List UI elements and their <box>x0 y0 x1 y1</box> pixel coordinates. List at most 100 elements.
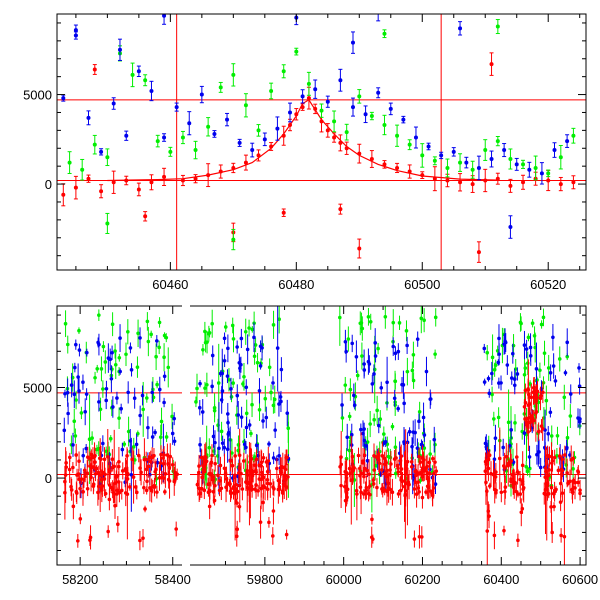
bottom-data-point <box>252 354 257 359</box>
bottom-data-point <box>433 352 437 356</box>
bottom-data-point <box>414 492 419 496</box>
bottom-data-point <box>222 336 227 341</box>
bottom-data-point <box>285 411 290 415</box>
bottom-data-point <box>417 409 422 414</box>
bottom-x-tick-label: 60600 <box>562 572 598 587</box>
bottom-data-point <box>150 390 155 395</box>
bottom-data-point <box>239 415 244 419</box>
bottom-data-point <box>202 467 206 471</box>
bottom-data-point <box>359 490 363 495</box>
bottom-data-point <box>514 455 519 459</box>
bottom-data-point <box>505 363 510 367</box>
bottom-data-point <box>342 484 347 489</box>
bottom-data-point <box>565 435 570 440</box>
bottom-data-point <box>371 537 375 541</box>
bottom-data-point <box>247 487 252 491</box>
top-x-tick-label: 60480 <box>278 277 314 292</box>
top-data-point <box>250 148 255 153</box>
bottom-data-point <box>245 473 250 477</box>
bottom-data-point <box>158 435 163 439</box>
bottom-data-point <box>499 490 504 495</box>
bottom-data-point <box>364 488 369 493</box>
bottom-data-point <box>159 452 163 457</box>
bottom-data-point <box>81 453 86 458</box>
top-data-point <box>294 112 299 117</box>
bottom-data-point <box>203 340 208 345</box>
bottom-data-point <box>350 341 355 346</box>
bottom-data-point <box>484 480 488 485</box>
bottom-data-point <box>535 389 540 394</box>
bottom-data-point <box>222 445 227 450</box>
top-series-0 <box>61 52 576 263</box>
top-data-point <box>558 182 563 187</box>
bottom-data-point <box>411 430 416 434</box>
bottom-data-point <box>279 367 284 372</box>
bottom-data-point <box>210 353 215 358</box>
bottom-data-point <box>277 402 281 406</box>
bottom-x-tick-label: 58200 <box>62 572 98 587</box>
bottom-y-tick-label: 5000 <box>23 381 52 396</box>
bottom-data-point <box>560 472 564 477</box>
bottom-data-point <box>422 318 426 322</box>
top-data-point <box>508 183 513 188</box>
bottom-data-point <box>172 439 177 444</box>
bottom-data-point <box>201 347 205 352</box>
bottom-data-point <box>264 415 269 420</box>
bottom-data-point <box>73 365 77 370</box>
bottom-data-point <box>280 465 285 470</box>
bottom-data-point <box>102 457 107 462</box>
bottom-data-point <box>271 509 276 513</box>
top-data-point <box>521 162 526 167</box>
bottom-data-point <box>225 374 230 378</box>
top-series-2 <box>61 14 570 239</box>
top-data-point <box>495 139 500 144</box>
top-data-point <box>162 14 167 18</box>
top-data-point <box>369 157 374 162</box>
top-data-point <box>325 99 330 104</box>
top-data-point <box>382 162 387 167</box>
bottom-data-point <box>562 395 567 400</box>
bottom-data-point <box>526 392 531 397</box>
top-data-point <box>546 178 551 183</box>
bottom-data-point <box>254 468 258 472</box>
bottom-data-point <box>219 398 224 402</box>
bottom-data-point <box>492 533 497 538</box>
bottom-data-point <box>370 382 375 386</box>
bottom-data-point <box>244 385 249 390</box>
bottom-data-point <box>95 447 99 452</box>
bottom-data-point <box>216 473 220 478</box>
top-data-point <box>401 117 406 122</box>
bottom-data-point <box>66 411 70 416</box>
bottom-data-point <box>68 455 72 460</box>
top-data-point <box>73 33 78 38</box>
bottom-data-point <box>225 412 230 416</box>
bottom-data-point <box>509 376 514 380</box>
bottom-data-point <box>375 455 379 460</box>
bottom-data-point <box>368 492 372 497</box>
top-data-point <box>105 155 110 160</box>
bottom-data-point <box>526 335 531 340</box>
top-x-tick-label: 60520 <box>530 277 566 292</box>
bottom-data-point <box>116 522 120 527</box>
bottom-data-point <box>146 339 151 344</box>
top-data-point <box>376 90 381 95</box>
bottom-data-point <box>107 467 111 472</box>
bottom-data-point <box>116 480 121 484</box>
bottom-data-point <box>218 371 223 376</box>
bottom-data-point <box>152 485 157 489</box>
top-data-point <box>136 69 141 74</box>
top-data-point <box>162 174 167 179</box>
bottom-data-point <box>378 417 383 421</box>
bottom-data-point <box>213 461 217 466</box>
bottom-data-point <box>522 343 527 347</box>
bottom-data-point <box>162 333 167 338</box>
top-data-point <box>67 160 72 165</box>
bottom-data-point <box>482 380 487 384</box>
bottom-data-point <box>119 488 124 493</box>
bottom-data-point <box>237 504 242 509</box>
bottom-x-tick-label: 60000 <box>326 572 362 587</box>
top-data-point <box>344 130 349 135</box>
top-data-point <box>407 142 412 147</box>
bottom-data-point <box>85 471 90 475</box>
bottom-data-point <box>394 456 398 460</box>
